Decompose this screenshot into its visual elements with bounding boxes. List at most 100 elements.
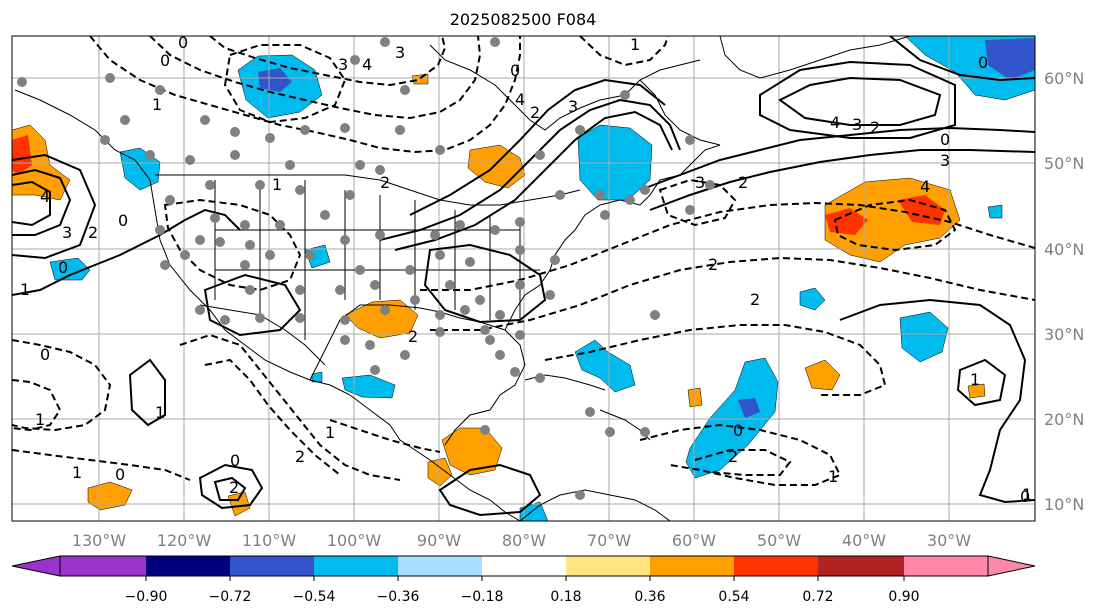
lon-label: 80°W: [502, 531, 546, 550]
contour-atlantic-high: [778, 76, 942, 126]
colorbar-segment: [146, 556, 230, 576]
contour-label: 3: [395, 43, 405, 62]
lat-label: 30°N: [1044, 325, 1084, 344]
contour-neg-pacific-1: [12, 339, 112, 432]
contour-neg-north-2: [149, 36, 482, 120]
shade-neg-canada-west-core: [258, 68, 292, 92]
shade-neg-atlantic-south-core: [738, 398, 760, 418]
coast-greenland: [719, 36, 911, 79]
lon-label: 70°W: [587, 531, 631, 550]
contour-label: 1: [325, 423, 335, 442]
contour-neg-east-atl-loop: [833, 198, 957, 252]
contour-label: 4: [830, 113, 840, 132]
contour-hudson-jet-1: [379, 98, 681, 241]
contour-label: 1: [155, 403, 165, 422]
contour-neg-atlantic-2: [430, 256, 1035, 331]
contour-label: 3: [695, 173, 705, 192]
contour-label: 2: [708, 255, 718, 274]
contour-label: 0: [978, 53, 988, 72]
contour-neg-north-3: [209, 36, 447, 87]
shade-pos-atlantic-small1: [804, 359, 841, 391]
colorbar-segment: [904, 556, 988, 576]
coast-hudson-bay: [429, 44, 701, 131]
contour-neg-central-2: [204, 358, 341, 476]
colorbar-extend-high: [987, 555, 1036, 577]
contour-label: 2: [728, 447, 738, 466]
colorbar-ticks: [145, 576, 905, 581]
coast-gulf: [309, 304, 526, 446]
contour-label: 4: [920, 177, 930, 196]
colorbar-tick-label: 0.72: [802, 589, 833, 605]
contour-neg-canada-west: [223, 44, 347, 124]
contour-label: 3: [338, 55, 348, 74]
contour-label: 2: [530, 103, 540, 122]
contour-neg-central-1: [179, 333, 401, 481]
contour-label: 0: [1020, 487, 1030, 506]
map-frame: [11, 35, 1036, 522]
lon-label: 110°W: [242, 531, 297, 550]
contour-label: 0: [58, 258, 68, 277]
contour-pacific-small-high-2: [213, 476, 247, 501]
lon-label: 40°W: [842, 531, 886, 550]
contour-label: 2: [88, 223, 98, 242]
shade-neg-small1: [311, 371, 323, 383]
contour-pacific-high-3: [12, 153, 97, 260]
lon-label: 30°W: [927, 531, 971, 550]
contour-label: 0: [115, 465, 125, 484]
colorbar: −0.90 −0.72 −0.54 −0.36 −0.18 0.18 0.36 …: [11, 555, 1036, 605]
shade-pos-west-coast-core: [12, 135, 32, 175]
lat-label: 10°N: [1044, 495, 1084, 514]
contour-west-wave: [12, 208, 241, 296]
contour-label: 3: [568, 97, 578, 116]
contour-label: 0: [940, 130, 950, 149]
colorbar-extend-low: [11, 555, 61, 577]
contour-label: 2: [750, 290, 760, 309]
contour-neg-hudson-east: [658, 178, 737, 227]
contour-label: 4: [40, 187, 50, 206]
graticule: [12, 36, 1035, 521]
latitude-labels: 60°N 50°N 40°N 30°N 20°N 10°N: [1044, 69, 1084, 514]
contour-label: 2: [380, 173, 390, 192]
colorbar-tick-label: −0.36: [377, 589, 420, 605]
contours-dashed: [12, 36, 1035, 486]
contour-label: 0: [510, 61, 520, 80]
contour-label: 3: [940, 151, 950, 170]
contour-label: 4: [362, 55, 372, 74]
lon-label: 100°W: [327, 531, 382, 550]
coast-south-america: [519, 489, 671, 521]
contour-label: 1: [630, 35, 640, 54]
colorbar-segment: [818, 556, 904, 576]
lat-label: 60°N: [1044, 69, 1084, 88]
colorbar-segment: [650, 556, 734, 576]
contour-label: 0: [118, 211, 128, 230]
lat-label: 40°N: [1044, 240, 1084, 259]
contour-label: 2: [229, 478, 239, 497]
lon-label: 130°W: [72, 531, 127, 550]
lon-label: 50°W: [757, 531, 801, 550]
contour-label: 1: [272, 175, 282, 194]
contour-label: 4: [515, 90, 525, 109]
contour-hudson-jet-2: [394, 110, 673, 251]
border-us-mexico: [199, 304, 326, 366]
contour-label: 0: [733, 421, 743, 440]
colorbar-tick-label: 0.36: [634, 589, 665, 605]
colorbar-tick-label: 0.54: [718, 589, 749, 605]
shade-neg-atlantic-east: [899, 311, 949, 363]
contour-greenland-low: [889, 36, 1035, 82]
shade-pos-atlantic-small3: [967, 383, 986, 399]
shade-pos-central-america-2: [427, 457, 453, 487]
contour-neg-greenland-1: [579, 36, 669, 67]
shade-neg-atlantic-east-small: [987, 204, 1003, 219]
contour-label: 2: [870, 118, 880, 137]
contour-label: 0: [230, 451, 240, 470]
lat-label: 20°N: [1044, 410, 1084, 429]
contour-labels: 0 0 1 3 3 4 0 4 4 2 3 1 2 0 2 3 2 4 3 2 …: [20, 35, 1032, 506]
shade-neg-gulf-west: [341, 374, 396, 399]
station-dots: [17, 37, 715, 500]
contour-central-loop: [203, 273, 302, 337]
contour-gulf-loop: [423, 243, 547, 324]
shade-pos-atlantic-small2: [687, 387, 703, 408]
contour-label: 1: [152, 95, 162, 114]
colorbar-frame: [59, 555, 989, 577]
colorbar-segment: [230, 556, 314, 576]
